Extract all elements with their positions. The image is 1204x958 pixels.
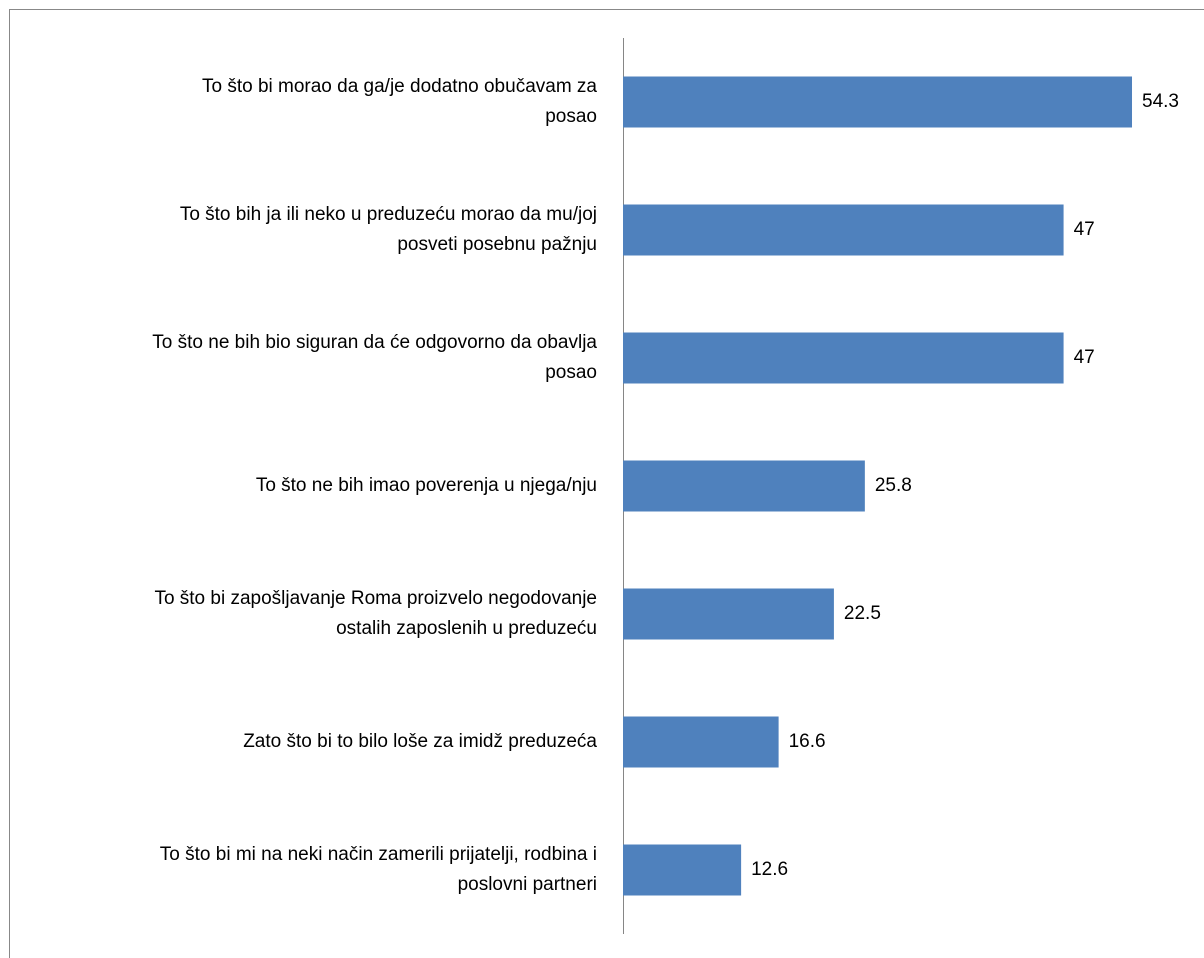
bar xyxy=(623,76,1133,128)
bar xyxy=(623,716,779,768)
category-label: To što bi zapošljavanje Roma proizvelo n… xyxy=(154,588,597,639)
value-label: 25.8 xyxy=(875,475,912,496)
category-label: To što bi morao da ga/je dodatno obučava… xyxy=(201,76,597,127)
category-label: To što ne bih bio siguran da će odgovorn… xyxy=(152,332,597,383)
category-label: Zato što bi to bilo loše za imidž preduz… xyxy=(243,731,597,752)
value-label: 16.6 xyxy=(789,731,826,752)
bar xyxy=(623,332,1064,384)
category-label: To što ne bih imao poverenja u njega/nju xyxy=(255,475,597,496)
value-label: 47 xyxy=(1074,219,1095,240)
bar xyxy=(623,460,865,512)
category-label: To što bi mi na neki način zamerili prij… xyxy=(159,844,597,895)
bar xyxy=(623,588,834,640)
value-label: 47 xyxy=(1074,347,1095,368)
value-label: 12.6 xyxy=(751,859,788,880)
chart-border xyxy=(9,9,1204,958)
value-label: 22.5 xyxy=(844,603,881,624)
value-label: 54.3 xyxy=(1142,91,1179,112)
bar xyxy=(623,844,742,896)
bar xyxy=(623,204,1064,256)
category-label: To što bih ja ili neko u preduzeću morao… xyxy=(179,204,597,255)
